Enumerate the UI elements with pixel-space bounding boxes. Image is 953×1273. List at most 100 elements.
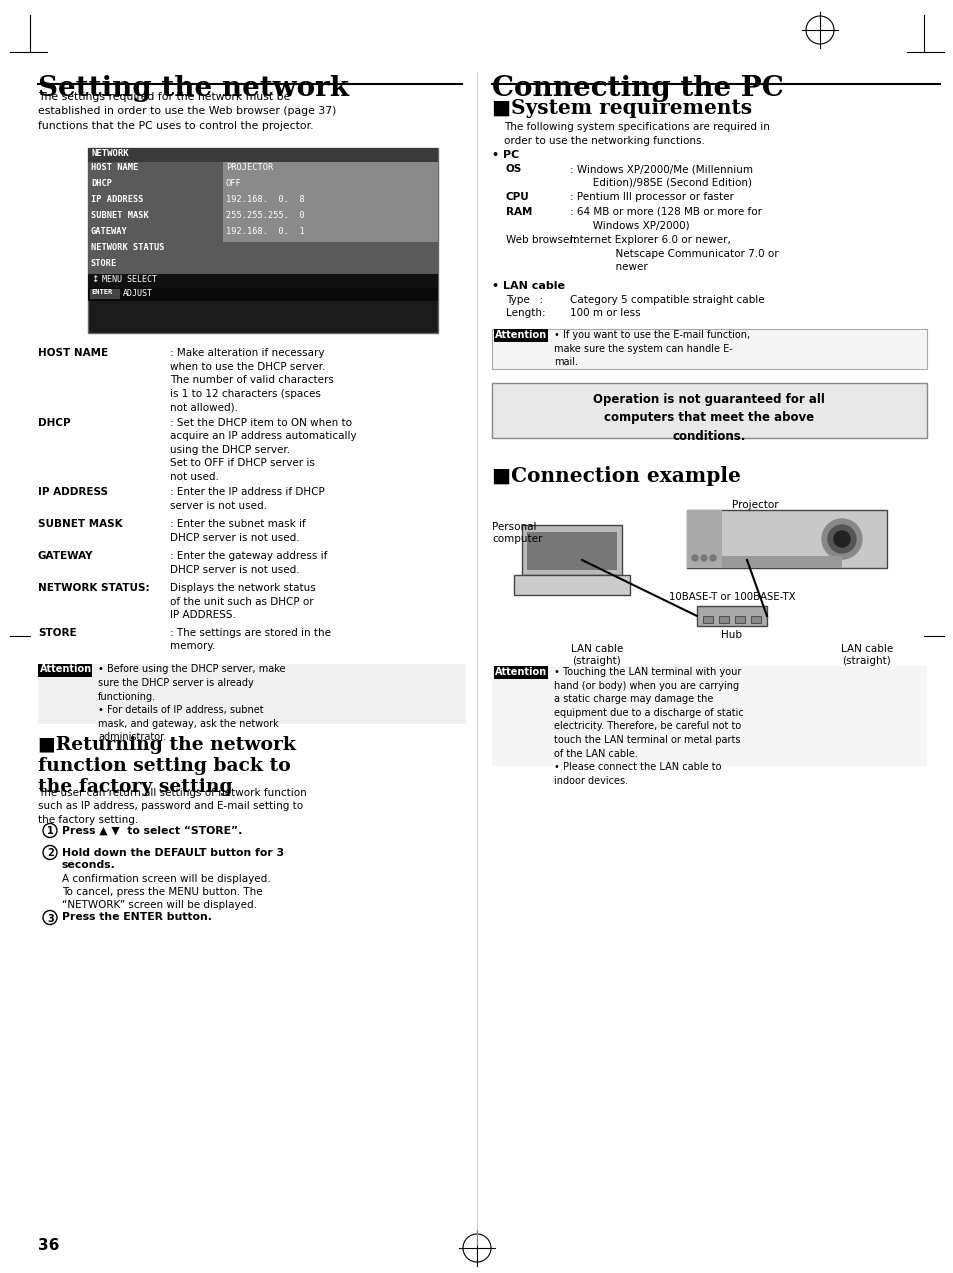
- Text: IP ADDRESS: IP ADDRESS: [38, 488, 108, 496]
- Text: IP ADDRESS: IP ADDRESS: [91, 195, 143, 204]
- Text: LAN cable
(straight): LAN cable (straight): [570, 644, 622, 666]
- Text: DHCP: DHCP: [38, 418, 71, 428]
- Bar: [492, 666, 926, 766]
- Bar: [223, 210, 437, 227]
- Bar: [88, 210, 223, 227]
- Bar: [88, 288, 437, 300]
- Text: 192.168.  0.  1: 192.168. 0. 1: [226, 227, 304, 236]
- Bar: [521, 524, 621, 575]
- Text: SUBNET MASK: SUBNET MASK: [91, 211, 149, 220]
- Bar: [88, 227, 223, 242]
- Bar: [88, 148, 437, 334]
- Text: 2: 2: [47, 849, 53, 858]
- Text: NETWORK: NETWORK: [91, 149, 130, 158]
- Text: Category 5 compatible straight cable: Category 5 compatible straight cable: [569, 295, 763, 306]
- Bar: [223, 162, 437, 178]
- Text: The settings required for the network must be
established in order to use the We: The settings required for the network mu…: [38, 92, 336, 131]
- Text: OFF: OFF: [226, 179, 241, 188]
- Text: HOST NAME: HOST NAME: [38, 348, 108, 358]
- Bar: [494, 666, 547, 679]
- Text: ■Returning the network
function setting back to
the factory setting: ■Returning the network function setting …: [38, 736, 295, 797]
- Bar: [88, 178, 223, 193]
- Circle shape: [691, 555, 698, 561]
- Bar: [38, 663, 465, 723]
- Text: • Before using the DHCP server, make
sure the DHCP server is already
functioning: • Before using the DHCP server, make sur…: [98, 665, 285, 742]
- Text: STORE: STORE: [91, 258, 117, 269]
- Text: MENU SELECT: MENU SELECT: [102, 275, 157, 284]
- Circle shape: [700, 555, 706, 561]
- Bar: [38, 663, 91, 676]
- Text: : Set the DHCP item to ON when to
acquire an IP address automatically
using the : : Set the DHCP item to ON when to acquir…: [170, 418, 356, 482]
- Text: 10BASE-T or 100BASE-TX: 10BASE-T or 100BASE-TX: [668, 592, 795, 602]
- Bar: [88, 148, 437, 162]
- Bar: [750, 616, 760, 622]
- Text: DHCP: DHCP: [91, 179, 112, 188]
- Bar: [686, 510, 721, 568]
- Circle shape: [833, 531, 849, 547]
- Text: 3: 3: [47, 914, 53, 923]
- Text: The following system specifications are required in
order to use the networking : The following system specifications are …: [503, 122, 769, 145]
- Text: : 64 MB or more (128 MB or more for
       Windows XP/2000): : 64 MB or more (128 MB or more for Wind…: [569, 207, 761, 230]
- Text: : The settings are stored in the
memory.: : The settings are stored in the memory.: [170, 628, 331, 651]
- Text: PROJECTOR: PROJECTOR: [226, 163, 273, 172]
- Bar: [88, 193, 223, 210]
- Bar: [88, 242, 437, 258]
- Text: 1: 1: [47, 826, 53, 836]
- Text: Type   :: Type :: [505, 295, 542, 306]
- Bar: [223, 227, 437, 242]
- Text: • If you want to use the E-mail function,
make sure the system can handle E-
mai: • If you want to use the E-mail function…: [554, 330, 749, 367]
- Bar: [492, 328, 926, 369]
- Text: GATEWAY: GATEWAY: [91, 227, 128, 236]
- Bar: [494, 328, 547, 342]
- Circle shape: [821, 519, 862, 559]
- Text: : Pentium III processor or faster: : Pentium III processor or faster: [569, 192, 733, 202]
- Text: : Windows XP/2000/Me (Millennium
       Edition)/98SE (Second Edition): : Windows XP/2000/Me (Millennium Edition…: [569, 164, 752, 187]
- Bar: [697, 606, 766, 626]
- Text: 100 m or less: 100 m or less: [569, 308, 640, 318]
- Text: : Enter the subnet mask if
DHCP server is not used.: : Enter the subnet mask if DHCP server i…: [170, 519, 305, 542]
- Text: Web browser:: Web browser:: [505, 236, 577, 244]
- Text: RAM: RAM: [505, 207, 532, 216]
- Bar: [223, 178, 437, 193]
- Text: ↕: ↕: [91, 275, 98, 284]
- Text: OS: OS: [505, 164, 521, 174]
- Bar: [526, 532, 617, 570]
- Text: NETWORK STATUS: NETWORK STATUS: [91, 243, 164, 252]
- Text: ■Connection example: ■Connection example: [492, 466, 740, 486]
- Bar: [90, 289, 120, 299]
- Text: Connecting the PC: Connecting the PC: [492, 75, 783, 102]
- Bar: [702, 616, 712, 622]
- Bar: [88, 258, 437, 274]
- Bar: [223, 193, 437, 210]
- Text: Attention: Attention: [495, 330, 547, 340]
- Text: : Make alteration if necessary
when to use the DHCP server.
The number of valid : : Make alteration if necessary when to u…: [170, 348, 334, 412]
- Text: Length:: Length:: [505, 308, 545, 318]
- Text: Hold down the DEFAULT button for 3
seconds.: Hold down the DEFAULT button for 3 secon…: [62, 848, 284, 871]
- Text: Displays the network status
of the unit such as DHCP or
IP ADDRESS.: Displays the network status of the unit …: [170, 583, 315, 620]
- Bar: [88, 274, 437, 288]
- Bar: [88, 162, 223, 178]
- Text: The user can return all settings of network function
such as IP address, passwor: The user can return all settings of netw…: [38, 788, 307, 825]
- Circle shape: [709, 555, 716, 561]
- Text: Internet Explorer 6.0 or newer,
              Netscape Communicator 7.0 or
     : Internet Explorer 6.0 or newer, Netscape…: [569, 236, 778, 272]
- Text: : Enter the IP address if DHCP
server is not used.: : Enter the IP address if DHCP server is…: [170, 488, 324, 510]
- Text: ENTER: ENTER: [91, 289, 112, 295]
- Text: : Enter the gateway address if
DHCP server is not used.: : Enter the gateway address if DHCP serv…: [170, 551, 327, 574]
- Text: Press the ENTER button.: Press the ENTER button.: [62, 913, 212, 923]
- Text: Personal
computer: Personal computer: [492, 522, 542, 544]
- Text: • Touching the LAN terminal with your
hand (or body) when you are carrying
a sta: • Touching the LAN terminal with your ha…: [554, 667, 743, 785]
- Bar: [492, 383, 926, 438]
- Text: Operation is not guaranteed for all
computers that meet the above
conditions.: Operation is not guaranteed for all comp…: [593, 393, 824, 443]
- Text: Attention: Attention: [40, 665, 92, 675]
- Text: CPU: CPU: [505, 192, 529, 202]
- Text: Setting the network: Setting the network: [38, 75, 349, 102]
- Text: STORE: STORE: [38, 628, 76, 638]
- Bar: [686, 510, 886, 568]
- Text: Hub: Hub: [720, 630, 741, 640]
- Text: Projector: Projector: [731, 500, 778, 510]
- Text: • PC: • PC: [492, 150, 518, 160]
- Text: 192.168.  0.  8: 192.168. 0. 8: [226, 195, 304, 204]
- Text: 36: 36: [38, 1239, 59, 1253]
- Text: Press ▲ ▼  to select “STORE”.: Press ▲ ▼ to select “STORE”.: [62, 825, 242, 835]
- Text: ■System requirements: ■System requirements: [492, 98, 751, 118]
